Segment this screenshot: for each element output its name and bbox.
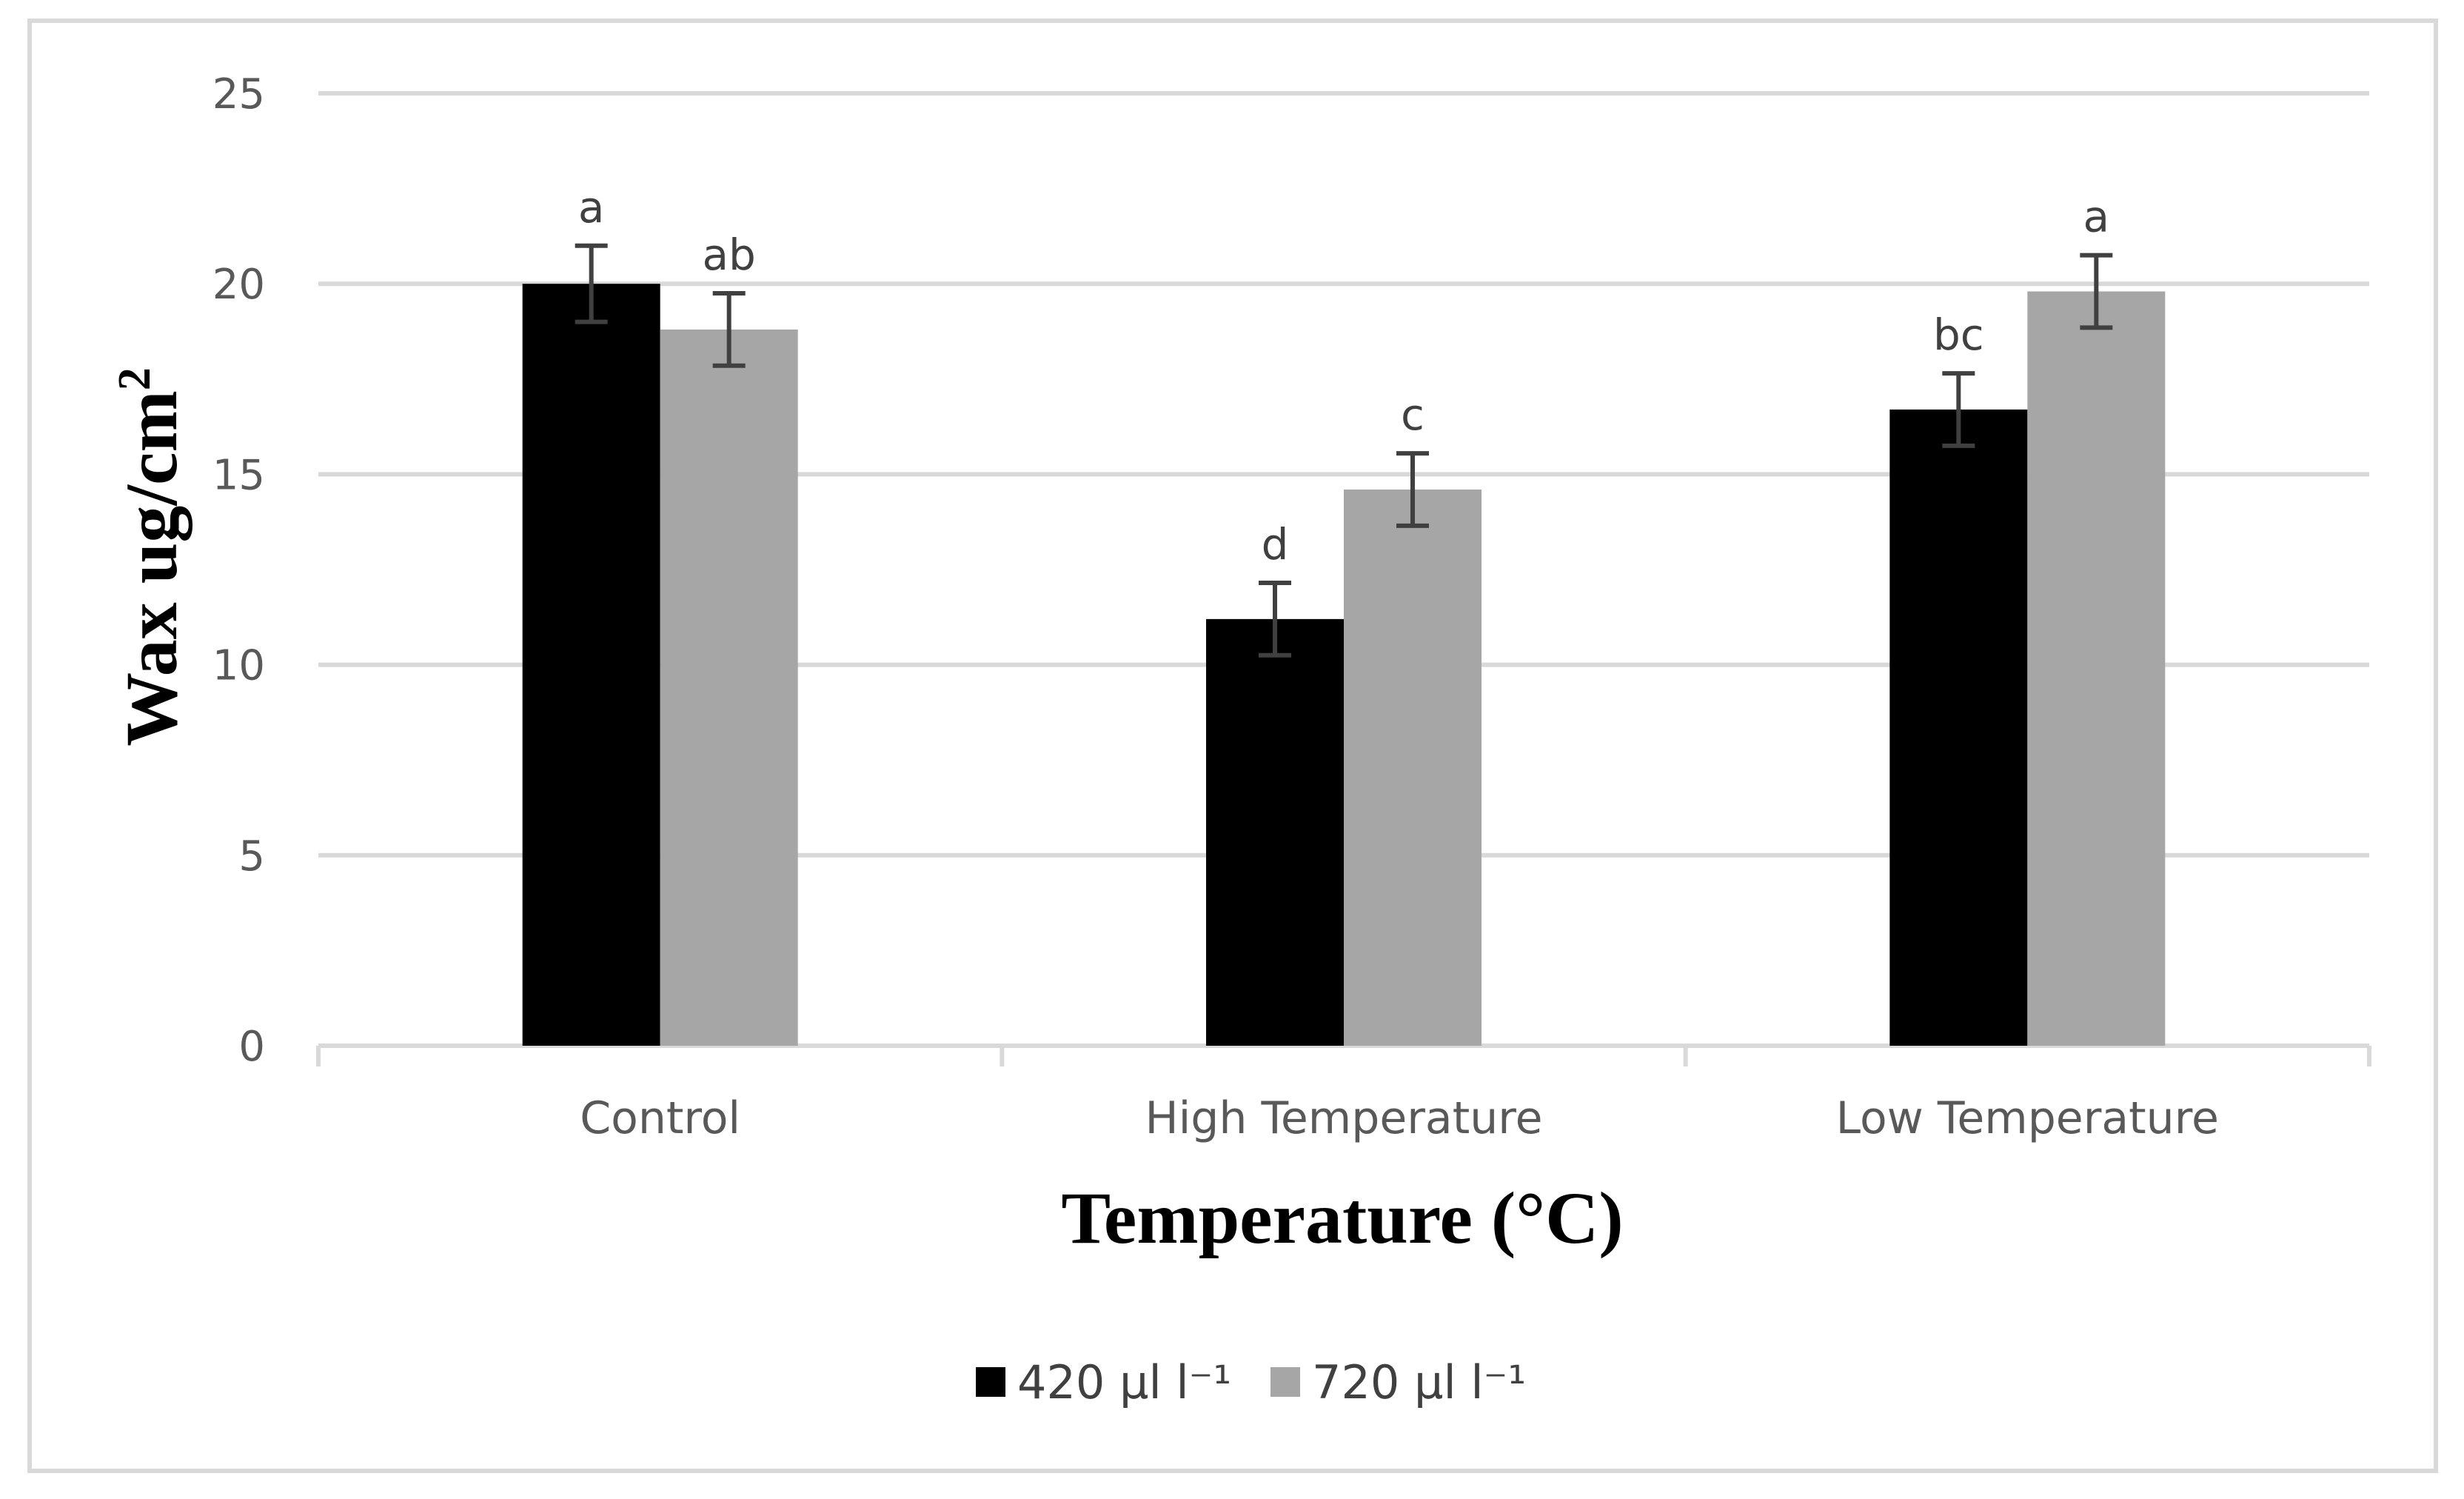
significance-label: a (578, 182, 605, 233)
bar (1344, 489, 1482, 1046)
category-labels: Control High Temperature Low Temperature (580, 1092, 2219, 1144)
legend: 420 µl l⁻¹ 720 µl l⁻¹ (976, 1355, 1526, 1409)
y-tick-label: 10 (212, 642, 265, 690)
bar (522, 284, 660, 1046)
y-tick-label: 20 (212, 261, 265, 309)
legend-label: 420 µl l⁻¹ (1017, 1355, 1231, 1409)
legend-label: 720 µl l⁻¹ (1312, 1355, 1526, 1409)
legend-swatch (976, 1367, 1005, 1397)
bar (2027, 291, 2166, 1046)
significance-label: d (1262, 519, 1289, 570)
y-tick-label: 5 (238, 832, 265, 881)
error-bars (575, 243, 2113, 658)
legend-swatch (1270, 1367, 1300, 1397)
significance-label: bc (1933, 310, 1984, 360)
y-tick-label: 15 (212, 451, 265, 499)
y-axis-title: Wax ug/cm2 (110, 367, 192, 747)
x-tick-label: High Temperature (1145, 1092, 1542, 1144)
bar (660, 329, 798, 1046)
bars (522, 284, 2166, 1046)
x-axis-title: Temperature (°C) (1061, 1177, 1623, 1259)
y-axis-ticks: 0 5 10 15 20 25 (212, 70, 265, 1071)
bar (1889, 409, 2028, 1046)
bar (1206, 618, 1344, 1046)
y-axis-title-superscript: 2 (110, 367, 160, 390)
y-tick-label: 0 (238, 1023, 265, 1071)
significance-label: ab (702, 230, 755, 280)
significance-label: c (1401, 390, 1424, 440)
x-tick-label: Control (580, 1092, 740, 1144)
x-tick-label: Low Temperature (1836, 1092, 2219, 1144)
significance-labels: a ab d c bc a (578, 182, 2109, 570)
significance-label: a (2083, 192, 2110, 242)
y-axis-title-text: Wax ug/cm (110, 390, 192, 747)
y-tick-label: 25 (212, 70, 265, 118)
